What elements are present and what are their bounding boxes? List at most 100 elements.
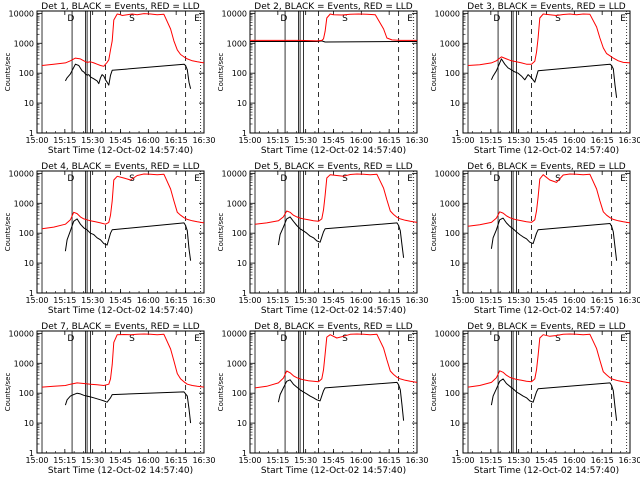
marker-label-S: S — [342, 14, 348, 24]
panel-title: Det 6, BLACK = Events, RED = LLD — [467, 162, 626, 172]
marker-label-E: E — [620, 334, 626, 344]
marker-label-D: D — [280, 14, 287, 24]
y-tick-label: 100 — [232, 69, 247, 78]
series-lld — [254, 173, 418, 225]
y-axis-label: Counts/sec — [430, 213, 438, 252]
x-tick-label: 15:45 — [109, 136, 132, 145]
series-events — [64, 63, 192, 89]
plot-frame — [249, 10, 418, 134]
det-panel-9: D S E 1 10 100 1000 10000 15:00 15:15 15:30 15:45 16… — [430, 322, 640, 476]
x-tick-label: 15:30 — [81, 296, 104, 305]
y-tick-label: 10 — [237, 419, 247, 428]
y-tick-label: 10 — [24, 259, 34, 268]
det-panel-6: D S E 1 10 100 1000 10000 15:00 15:15 15:30 15:45 16… — [430, 162, 640, 316]
x-axis-label: Start Time (12-Oct-02 14:57:40) — [261, 306, 406, 316]
y-tick-label: 1000 — [227, 359, 247, 368]
marker-label-E: E — [407, 334, 413, 344]
series-events — [277, 216, 405, 258]
x-tick-label: 16:00 — [563, 136, 586, 145]
y-tick-label: 1 — [455, 289, 460, 298]
y-tick-label: 10 — [450, 419, 460, 428]
marker-label-S: S — [129, 14, 135, 24]
marker-label-D: D — [493, 334, 500, 344]
det-panel-5: D S E 1 10 100 1000 10000 15:00 15:15 15:30 15:45 16… — [217, 162, 429, 316]
x-tick-label: 16:15 — [165, 296, 188, 305]
x-tick-label: 15:00 — [25, 296, 48, 305]
y-tick-label: 100 — [445, 229, 460, 238]
x-tick-label: 16:15 — [378, 136, 401, 145]
y-tick-label: 10 — [24, 419, 34, 428]
marker-label-S: S — [129, 334, 135, 344]
y-tick-label: 10 — [24, 99, 34, 108]
y-tick-label: 10000 — [435, 9, 460, 18]
series-events — [64, 391, 192, 424]
y-tick-label: 10000 — [435, 329, 460, 338]
plot-frame — [462, 170, 631, 294]
x-tick-label: 16:30 — [192, 136, 215, 145]
marker-label-E: E — [620, 14, 626, 24]
y-axis-label: Counts/sec — [430, 373, 438, 412]
panel-title: Det 9, BLACK = Events, RED = LLD — [467, 322, 626, 332]
x-tick-label: 15:45 — [535, 136, 558, 145]
plot-frame — [462, 330, 631, 454]
x-axis-label: Start Time (12-Oct-02 14:57:40) — [48, 466, 193, 476]
series-lld — [467, 173, 631, 227]
y-axis-label: Counts/sec — [4, 53, 12, 92]
y-tick-label: 1 — [29, 449, 34, 458]
y-tick-label: 1 — [455, 129, 460, 138]
panel-title: Det 7, BLACK = Events, RED = LLD — [41, 322, 200, 332]
x-tick-label: 15:30 — [294, 296, 317, 305]
x-tick-label: 15:30 — [81, 136, 104, 145]
x-axis-label: Start Time (12-Oct-02 14:57:40) — [261, 146, 406, 156]
y-tick-label: 10 — [450, 259, 460, 268]
x-tick-label: 15:15 — [266, 136, 289, 145]
y-axis-label: Counts/sec — [217, 53, 225, 92]
y-tick-label: 1000 — [14, 359, 34, 368]
y-tick-label: 10 — [237, 99, 247, 108]
series-lld — [41, 173, 205, 230]
plot-frame — [36, 10, 205, 134]
x-tick-label: 15:00 — [451, 296, 474, 305]
series-lld — [467, 333, 631, 388]
y-tick-label: 10 — [237, 259, 247, 268]
x-tick-label: 15:00 — [451, 456, 474, 465]
y-tick-label: 100 — [19, 69, 34, 78]
y-tick-label: 1 — [242, 129, 247, 138]
series-lld — [41, 13, 205, 67]
marker-label-E: E — [620, 174, 626, 184]
marker-label-D: D — [493, 174, 500, 184]
y-tick-label: 10000 — [222, 9, 247, 18]
x-tick-label: 16:30 — [618, 456, 640, 465]
x-axis-label: Start Time (12-Oct-02 14:57:40) — [474, 146, 619, 156]
series-lld — [41, 333, 205, 388]
x-tick-label: 16:15 — [378, 456, 401, 465]
marker-label-S: S — [342, 334, 348, 344]
x-tick-label: 16:15 — [378, 296, 401, 305]
x-tick-label: 16:00 — [350, 456, 373, 465]
x-tick-label: 16:15 — [591, 456, 614, 465]
x-tick-label: 16:30 — [405, 296, 428, 305]
x-tick-label: 15:30 — [507, 456, 530, 465]
det-panel-1: D S E 1 10 100 1000 10000 15:00 15:15 15:30 15:45 16… — [4, 2, 216, 156]
x-tick-label: 15:00 — [238, 456, 261, 465]
y-tick-label: 10000 — [222, 329, 247, 338]
x-tick-label: 15:45 — [322, 136, 345, 145]
x-tick-label: 15:15 — [266, 296, 289, 305]
y-tick-label: 1 — [29, 289, 34, 298]
y-axis-label: Counts/sec — [430, 53, 438, 92]
x-axis-label: Start Time (12-Oct-02 14:57:40) — [261, 466, 406, 476]
panel-title: Det 1, BLACK = Events, RED = LLD — [41, 2, 200, 12]
y-tick-label: 100 — [19, 229, 34, 238]
x-tick-label: 15:30 — [294, 456, 317, 465]
y-tick-label: 10000 — [9, 169, 34, 178]
y-axis-label: Counts/sec — [217, 213, 225, 252]
series-events — [490, 58, 618, 98]
x-tick-label: 15:30 — [507, 296, 530, 305]
plot-frame — [249, 170, 418, 294]
x-tick-label: 15:15 — [479, 296, 502, 305]
y-axis-label: Counts/sec — [4, 373, 12, 412]
plot-frame — [462, 10, 631, 134]
y-tick-label: 100 — [445, 69, 460, 78]
series-lld — [250, 13, 417, 42]
